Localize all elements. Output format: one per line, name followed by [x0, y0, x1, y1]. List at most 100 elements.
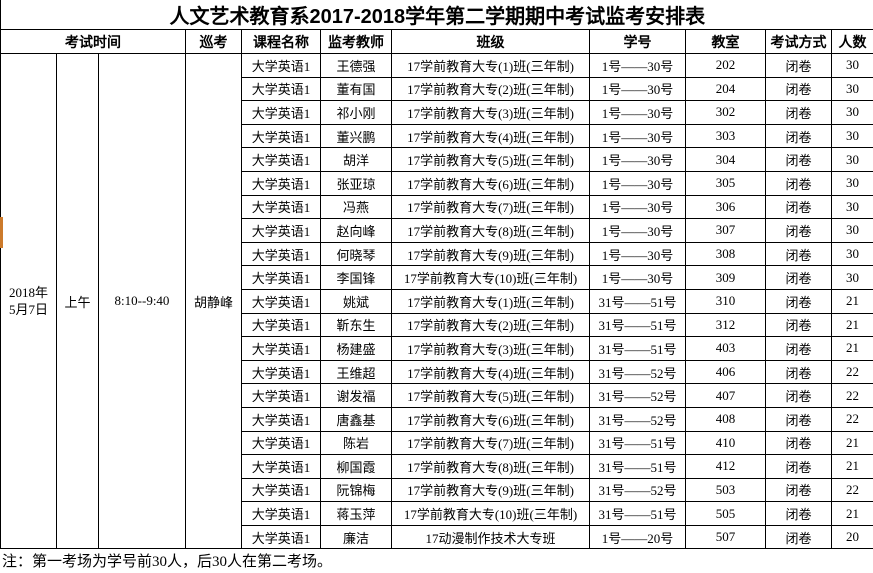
cell-method: 闭卷 [765, 454, 832, 479]
cell-class_name: 17学前教育大专(9)班(三年制) [391, 477, 590, 503]
cell-class_name: 17学前教育大专(5)班(三年制) [391, 147, 590, 172]
cell-room: 503 [685, 477, 766, 503]
exam-row: 大学英语1 姚斌 17学前教育大专(1)班(三年制) 31号——51号 310 闭卷 21 [1, 288, 873, 314]
cell-count: 30 [830, 100, 873, 125]
cell-room: 412 [685, 454, 766, 479]
exam-row: 大学英语1 蒋玉萍 17学前教育大专(10)班(三年制) 31号——51号 505 闭卷 2… [1, 501, 873, 526]
exam-row: 大学英语1 柳国霞 17学前教育大专(8)班(三年制) 31号——51号 412 闭卷 21 [1, 454, 873, 479]
cell-course: 大学英语1 [241, 524, 321, 550]
table-header-row: 考试时间 巡考 课程名称 监考教师 班级 学号 教室 考试方式 人数 [0, 29, 873, 54]
title-row: 人文艺术教育系2017-2018学年第二学期期中考试监考安排表 [0, 0, 873, 30]
cell-course: 大学英语1 [241, 170, 321, 196]
cell-class_name: 17学前教育大专(7)班(三年制) [391, 194, 590, 220]
cell-room: 406 [685, 359, 766, 385]
cell-teacher: 杨建盛 [320, 336, 392, 361]
exam-row: 大学英语1 唐鑫基 17学前教育大专(6)班(三年制) 31号——52号 408 闭卷 22 [1, 406, 873, 432]
cell-class_name: 17学前教育大专(1)班(三年制) [391, 288, 590, 314]
cell-method: 闭卷 [765, 123, 832, 149]
session-date: 2018年 5月7日 [0, 52, 57, 550]
cell-course: 大学英语1 [241, 383, 321, 408]
cell-course: 大学英语1 [241, 477, 321, 503]
cell-ids: 31号——52号 [589, 383, 686, 408]
cell-ids: 31号——52号 [589, 359, 686, 385]
cell-class_name: 17动漫制作技术大专班 [391, 524, 590, 550]
cell-ids: 1号——30号 [589, 100, 686, 125]
cell-teacher: 冯燕 [320, 194, 392, 220]
cell-ids: 1号——30号 [589, 218, 686, 243]
cell-class_name: 17学前教育大专(5)班(三年制) [391, 383, 590, 408]
cell-ids: 31号——51号 [589, 501, 686, 526]
cell-method: 闭卷 [765, 336, 832, 361]
cell-class_name: 17学前教育大专(4)班(三年制) [391, 359, 590, 385]
col-header-room: 教室 [685, 29, 766, 54]
cell-count: 22 [830, 406, 873, 432]
cell-count: 22 [830, 383, 873, 408]
exam-row: 大学英语1 靳东生 17学前教育大专(2)班(三年制) 31号——51号 312 闭卷 21 [1, 312, 873, 338]
cell-ids: 1号——30号 [589, 265, 686, 290]
col-header-method: 考试方式 [765, 29, 832, 54]
cell-method: 闭卷 [765, 100, 832, 125]
cell-course: 大学英语1 [241, 147, 321, 172]
cell-count: 30 [830, 53, 873, 78]
cell-ids: 31号——51号 [589, 454, 686, 479]
col-header-count: 人数 [830, 29, 873, 54]
exam-row: 大学英语1 冯燕 17学前教育大专(7)班(三年制) 1号——30号 306 闭卷 30 [1, 194, 873, 220]
exam-row: 大学英语1 张亚琼 17学前教育大专(6)班(三年制) 1号——30号 305 闭卷 30 [1, 170, 873, 196]
cell-course: 大学英语1 [241, 501, 321, 526]
cell-teacher: 胡洋 [320, 147, 392, 172]
session-time: 8:10--9:40 [98, 52, 186, 550]
col-header-exam-time: 考试时间 [0, 29, 186, 54]
cell-teacher: 柳国霞 [320, 454, 392, 479]
exam-row: 大学英语1 廉洁 17动漫制作技术大专班 1号——20号 507 闭卷 20 [1, 524, 873, 550]
cell-count: 21 [830, 312, 873, 338]
cell-class_name: 17学前教育大专(6)班(三年制) [391, 170, 590, 196]
cell-room: 403 [685, 336, 766, 361]
cell-count: 20 [830, 524, 873, 550]
cell-room: 204 [685, 76, 766, 102]
cell-room: 303 [685, 123, 766, 149]
cell-count: 30 [830, 123, 873, 149]
cell-teacher: 王德强 [320, 53, 392, 78]
cell-teacher: 阮锦梅 [320, 477, 392, 503]
cell-course: 大学英语1 [241, 218, 321, 243]
cell-teacher: 廉洁 [320, 524, 392, 550]
col-header-course: 课程名称 [241, 29, 321, 54]
exam-row: 大学英语1 董兴鹏 17学前教育大专(4)班(三年制) 1号——30号 303 闭卷 30 [1, 123, 873, 149]
cell-method: 闭卷 [765, 194, 832, 220]
cell-count: 21 [830, 501, 873, 526]
cell-class_name: 17学前教育大专(3)班(三年制) [391, 336, 590, 361]
cell-class_name: 17学前教育大专(2)班(三年制) [391, 312, 590, 338]
cell-course: 大学英语1 [241, 336, 321, 361]
cell-course: 大学英语1 [241, 76, 321, 102]
cell-course: 大学英语1 [241, 430, 321, 456]
exam-row: 大学英语1 陈岩 17学前教育大专(7)班(三年制) 31号——51号 410 闭卷 21 [1, 430, 873, 456]
cell-ids: 31号——52号 [589, 477, 686, 503]
cell-count: 21 [830, 454, 873, 479]
left-edge-marker [0, 217, 3, 248]
cell-count: 30 [830, 194, 873, 220]
cell-count: 30 [830, 170, 873, 196]
cell-ids: 1号——20号 [589, 524, 686, 550]
cell-course: 大学英语1 [241, 454, 321, 479]
cell-method: 闭卷 [765, 241, 832, 267]
exam-row: 大学英语1 董有国 17学前教育大专(2)班(三年制) 1号——30号 204 闭卷 30 [1, 76, 873, 102]
exam-row: 大学英语1 王维超 17学前教育大专(4)班(三年制) 31号——52号 406 闭卷 22 [1, 359, 873, 385]
cell-room: 309 [685, 265, 766, 290]
cell-class_name: 17学前教育大专(6)班(三年制) [391, 406, 590, 432]
cell-method: 闭卷 [765, 383, 832, 408]
cell-course: 大学英语1 [241, 100, 321, 125]
cell-class_name: 17学前教育大专(8)班(三年制) [391, 454, 590, 479]
col-header-invigilator: 监考教师 [320, 29, 392, 54]
cell-class_name: 17学前教育大专(1)班(三年制) [391, 53, 590, 78]
cell-ids: 31号——51号 [589, 336, 686, 361]
cell-count: 22 [830, 477, 873, 503]
exam-row: 大学英语1 谢发福 17学前教育大专(5)班(三年制) 31号——52号 407 闭卷 22 [1, 383, 873, 408]
cell-room: 410 [685, 430, 766, 456]
col-header-patrol: 巡考 [185, 29, 242, 54]
cell-ids: 1号——30号 [589, 170, 686, 196]
cell-room: 306 [685, 194, 766, 220]
cell-room: 507 [685, 524, 766, 550]
cell-count: 30 [830, 241, 873, 267]
exam-row: 大学英语1 胡洋 17学前教育大专(5)班(三年制) 1号——30号 304 闭卷 30 [1, 147, 873, 172]
exam-row: 大学英语1 祁小刚 17学前教育大专(3)班(三年制) 1号——30号 302 闭卷 30 [1, 100, 873, 125]
